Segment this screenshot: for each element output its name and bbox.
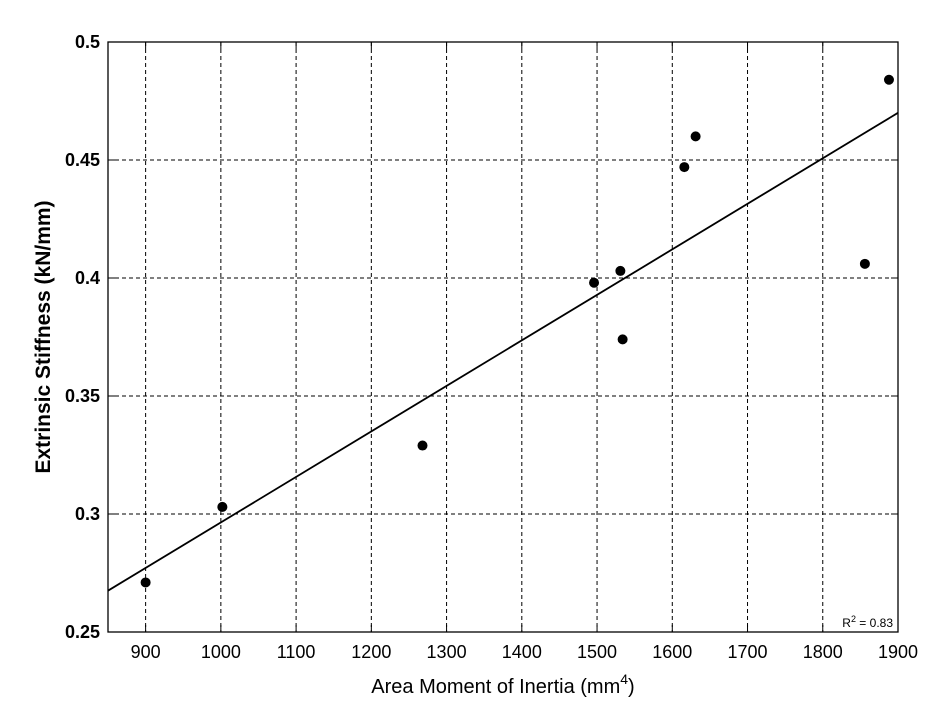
data-point — [217, 501, 228, 512]
x-tick-label: 1300 — [427, 642, 467, 662]
x-tick-label: 1700 — [728, 642, 768, 662]
data-point — [859, 258, 870, 269]
data-point — [617, 334, 628, 345]
y-axis-label: Extrinsic Stiffness (kN/mm) — [32, 200, 55, 473]
regression-line — [107, 112, 899, 592]
data-point — [883, 74, 894, 85]
data-point — [615, 265, 626, 276]
x-tick-label: 1100 — [277, 642, 316, 662]
x-axis-label-superscript: 4 — [620, 671, 628, 687]
x-tick-label: 1500 — [577, 642, 617, 662]
y-tick-label: 0.4 — [75, 268, 100, 288]
y-tick-label: 0.25 — [65, 622, 100, 642]
x-axis-label-suffix: ) — [628, 676, 635, 698]
x-tick-label: 1400 — [502, 642, 542, 662]
data-point — [690, 131, 701, 142]
y-tick-labels: 0.25 0.3 0.35 0.4 0.45 0.5 — [65, 32, 100, 642]
x-tick-label: 1000 — [201, 642, 241, 662]
data-point — [417, 440, 428, 451]
plot-frame — [107, 41, 899, 633]
data-point — [679, 162, 690, 173]
tick-marks — [108, 41, 899, 633]
x-axis-label-text: Area Moment of Inertia (mm — [371, 676, 620, 698]
x-tick-label: 1200 — [351, 642, 391, 662]
x-tick-label: 900 — [131, 642, 161, 662]
x-tick-label: 1800 — [803, 642, 843, 662]
r-superscript: 2 — [851, 614, 856, 624]
data-point — [140, 577, 151, 588]
r-label: R — [842, 616, 851, 630]
y-tick-label: 0.3 — [75, 504, 100, 524]
y-tick-label: 0.45 — [65, 150, 100, 170]
x-tick-label: 1900 — [878, 642, 918, 662]
r-value: = 0.83 — [856, 616, 893, 630]
r-squared-annotation: R2 = 0.83 — [842, 614, 893, 630]
x-tick-labels: 900 1000 1100 1200 1300 1400 1500 1600 1700 1800 1… — [131, 642, 918, 662]
grid-lines — [108, 42, 898, 632]
y-tick-label: 0.5 — [75, 32, 100, 52]
x-axis-label: Area Moment of Inertia (mm4) — [371, 671, 634, 698]
y-tick-label: 0.35 — [65, 386, 100, 406]
x-tick-label: 1600 — [652, 642, 692, 662]
data-point — [589, 277, 600, 288]
data-points — [140, 74, 894, 588]
